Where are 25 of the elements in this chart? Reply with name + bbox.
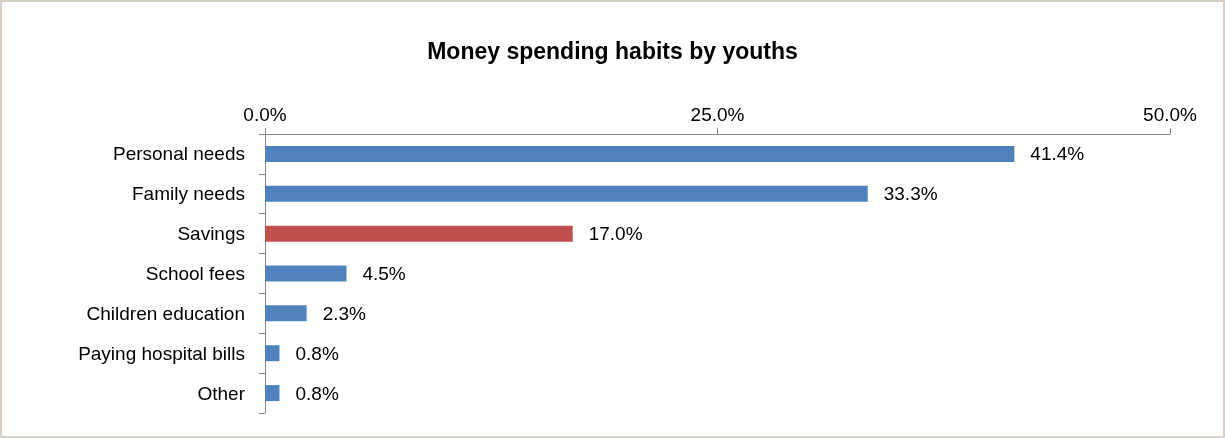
bar (265, 385, 280, 402)
data-label: 33.3% (883, 183, 938, 205)
y-tick-label: Savings (177, 223, 245, 245)
x-tick-label: 50.0% (1143, 104, 1198, 125)
data-label: 0.8% (295, 342, 339, 364)
bar (265, 305, 307, 322)
data-label: 4.5% (362, 263, 406, 284)
bar (265, 225, 573, 242)
data-label: 17.0% (588, 223, 643, 245)
bar (265, 185, 868, 202)
y-tick-label: Personal needs (112, 143, 245, 165)
y-tick-label: School fees (145, 263, 245, 284)
chart-title: Money spending habits by youths (427, 37, 798, 64)
bar (265, 345, 280, 362)
bar (265, 265, 347, 282)
data-label: 41.4% (1030, 143, 1085, 165)
x-tick-label: 25.0% (690, 104, 745, 125)
data-label: 0.8% (295, 382, 339, 404)
y-tick-label: Family needs (132, 183, 245, 205)
x-tick-label: 0.0% (243, 104, 287, 125)
y-tick-label: Children education (86, 302, 245, 324)
data-label: 2.3% (322, 302, 367, 324)
y-tick-label: Other (197, 382, 246, 404)
bar (265, 145, 1015, 162)
y-tick-label: Paying hospital bills (78, 342, 245, 364)
